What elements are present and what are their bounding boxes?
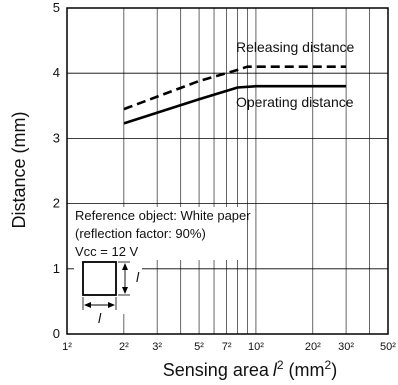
y-tick-label: 5 bbox=[53, 0, 60, 15]
dimension-label-right: l bbox=[136, 269, 140, 285]
x-tick-label: 2² bbox=[119, 341, 129, 353]
y-tick-label: 2 bbox=[53, 196, 60, 211]
x-tick-label: 1² bbox=[62, 341, 72, 353]
y-tick-label: 1 bbox=[53, 261, 60, 276]
reference-object-diagram: l l bbox=[74, 256, 142, 326]
x-tick-label: 5² bbox=[194, 341, 204, 353]
x-tick-label: 3² bbox=[152, 341, 162, 353]
plot-frame bbox=[66, 7, 389, 335]
x-axis-ticks: 1² 2² 3² 5² 7² 10² 20² 30² 50² bbox=[62, 341, 396, 353]
series-label-releasing: Releasing distance bbox=[236, 39, 355, 55]
annotation-line-3: Vcc = 12 V bbox=[75, 244, 139, 259]
annotation-block: Reference object: White paper (reflectio… bbox=[72, 207, 251, 260]
data-series bbox=[123, 65, 347, 125]
annotation-line-1: Reference object: White paper bbox=[75, 208, 251, 223]
dimension-label-bottom: l bbox=[98, 310, 102, 326]
x-tick-label: 20² bbox=[305, 341, 321, 353]
x-axis-title: Sensing area l2 (mm2) bbox=[163, 358, 337, 380]
x-tick-label: 50² bbox=[380, 341, 396, 353]
y-axis-title: Distance (mm) bbox=[9, 111, 29, 228]
annotation-line-2: (reflection factor: 90%) bbox=[75, 226, 206, 241]
y-tick-label: 0 bbox=[53, 326, 60, 341]
x-tick-label: 10² bbox=[248, 341, 264, 353]
x-tick-label: 7² bbox=[222, 341, 232, 353]
series-label-operating: Operating distance bbox=[236, 94, 354, 110]
y-axis-ticks: 0 1 2 3 4 5 bbox=[53, 0, 60, 341]
x-tick-label: 30² bbox=[338, 341, 354, 353]
series-line-releasing bbox=[123, 65, 347, 111]
reference-object-square bbox=[82, 261, 117, 296]
y-tick-label: 3 bbox=[53, 130, 60, 145]
series-line-operating bbox=[123, 84, 347, 125]
y-tick-label: 4 bbox=[53, 65, 60, 80]
